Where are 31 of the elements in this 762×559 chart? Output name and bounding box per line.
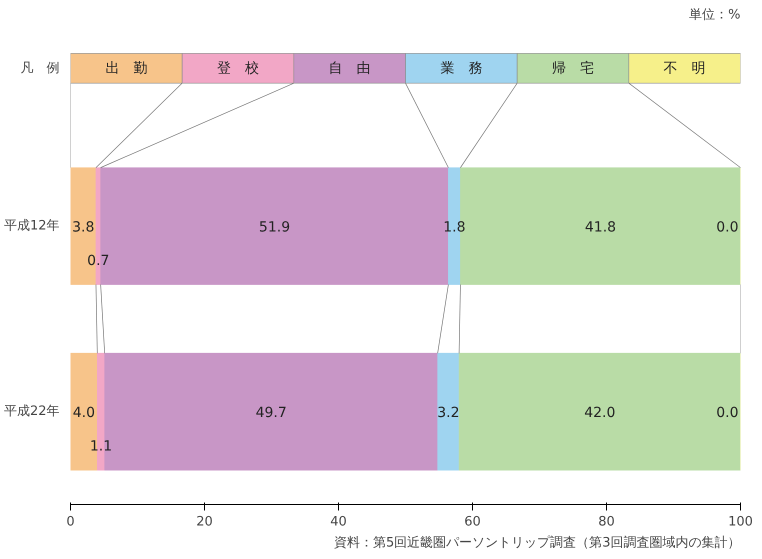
x-tick-label: 60: [464, 514, 481, 530]
x-tick-label: 20: [196, 514, 213, 530]
text: 業 務: [440, 60, 482, 76]
text: 出 勤: [105, 60, 148, 76]
x-tick-label: 80: [598, 514, 615, 530]
data-label: 41.8: [584, 220, 616, 236]
bar: [458, 352, 740, 470]
text: 不 明: [664, 60, 706, 76]
x-tick-label: 100: [728, 514, 753, 530]
y-tick-label: 平成22年: [4, 404, 60, 420]
data-label: 1.1: [90, 438, 112, 455]
data-label: 42.0: [584, 405, 616, 422]
annotation: 資料：第5回近畿圏パーソントリップ調査（第3回調査圏域内の集計）: [334, 536, 741, 550]
data-label: 0.0: [716, 405, 738, 422]
data-label: 49.7: [256, 405, 287, 422]
x-tick-label: 40: [330, 514, 347, 530]
x-tick-label: 0: [66, 514, 75, 530]
data-label: 4.0: [72, 405, 96, 422]
text: 単位：%: [689, 8, 741, 22]
y-tick-label: 平成12年: [4, 218, 60, 234]
data-label: 0.0: [716, 220, 738, 236]
data-label: 0.7: [87, 253, 110, 270]
text: 帰 宅: [552, 60, 594, 76]
bar: [437, 352, 460, 470]
text: 登 校: [217, 60, 259, 76]
data-label: 1.8: [443, 220, 466, 236]
data-label: 3.2: [437, 405, 460, 422]
legend-title: 凡 例: [20, 60, 60, 76]
data-label: 51.9: [258, 220, 290, 236]
text: 自 由: [328, 60, 371, 76]
data-label: 3.8: [72, 220, 94, 236]
